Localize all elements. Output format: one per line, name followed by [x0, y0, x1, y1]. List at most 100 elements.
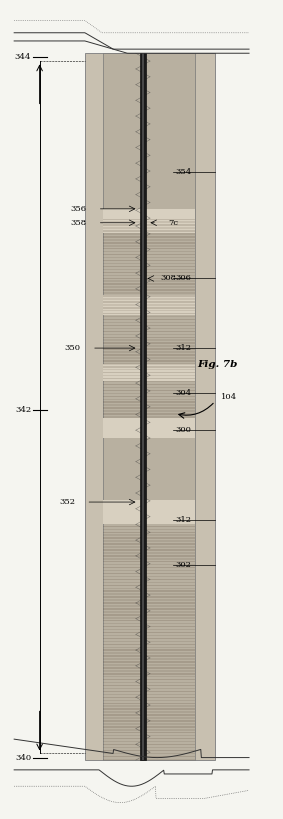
Bar	[103, 346, 195, 347]
Text: 342: 342	[15, 405, 31, 414]
Text: 352: 352	[59, 498, 75, 506]
Bar	[103, 272, 195, 273]
Bar	[103, 310, 195, 311]
Bar	[103, 378, 195, 379]
Bar	[103, 228, 195, 229]
Bar	[103, 418, 195, 438]
Text: 302: 302	[175, 561, 191, 569]
Bar	[103, 325, 195, 326]
Bar	[103, 697, 195, 698]
Bar	[103, 570, 195, 572]
Bar	[103, 712, 195, 713]
Bar	[103, 602, 195, 604]
Bar	[103, 685, 195, 686]
Bar	[103, 676, 195, 677]
Bar	[103, 348, 195, 350]
Bar	[103, 738, 195, 740]
Bar	[103, 699, 195, 701]
Bar	[103, 316, 195, 317]
Bar	[103, 224, 195, 226]
Bar	[103, 283, 195, 285]
Bar	[103, 576, 195, 577]
Bar	[103, 744, 195, 745]
Bar	[103, 714, 195, 716]
Bar	[103, 726, 195, 727]
Bar	[103, 363, 195, 364]
Bar	[103, 233, 195, 235]
Bar	[103, 564, 195, 565]
Bar	[103, 230, 195, 232]
Bar	[103, 629, 195, 631]
Text: 306: 306	[175, 274, 191, 283]
Bar	[103, 631, 195, 633]
Bar	[103, 617, 195, 618]
Bar	[103, 546, 195, 548]
Bar	[103, 328, 195, 329]
Bar	[103, 747, 195, 749]
Bar	[103, 219, 195, 220]
Bar	[103, 732, 195, 734]
Bar	[103, 263, 195, 265]
Bar	[103, 251, 195, 252]
Bar	[103, 735, 195, 736]
Bar	[103, 703, 195, 704]
Bar	[103, 416, 195, 418]
Text: 104: 104	[221, 393, 237, 401]
Bar	[103, 396, 195, 397]
Text: 308: 308	[160, 274, 176, 283]
Bar	[103, 605, 195, 607]
Bar	[103, 649, 195, 651]
Bar	[103, 322, 195, 324]
Bar	[103, 741, 195, 742]
Bar	[103, 357, 195, 359]
Bar	[103, 581, 195, 583]
Bar	[103, 658, 195, 660]
Bar	[103, 720, 195, 722]
Bar	[103, 280, 195, 282]
Bar	[103, 758, 195, 760]
Bar	[103, 638, 195, 639]
Text: 358: 358	[70, 219, 86, 227]
Bar	[103, 260, 195, 261]
Bar	[103, 528, 195, 530]
Bar	[103, 269, 195, 270]
Bar	[103, 381, 195, 382]
Bar	[103, 667, 195, 668]
Bar	[103, 552, 195, 554]
Bar	[103, 611, 195, 613]
Bar	[103, 295, 195, 315]
Bar	[103, 690, 195, 692]
Bar	[103, 274, 195, 276]
Bar	[103, 399, 195, 400]
Bar	[103, 384, 195, 385]
Bar	[103, 369, 195, 370]
Bar	[103, 555, 195, 557]
Text: 304: 304	[175, 389, 192, 397]
Bar	[103, 558, 195, 559]
Bar	[103, 756, 195, 757]
Bar	[103, 600, 195, 601]
Bar	[103, 749, 195, 751]
Bar	[103, 301, 195, 302]
Bar	[103, 655, 195, 657]
Bar	[103, 635, 195, 636]
Text: 312: 312	[175, 516, 192, 524]
Bar	[103, 526, 195, 527]
Bar	[103, 640, 195, 642]
Bar	[103, 360, 195, 362]
Bar	[103, 572, 195, 574]
Bar	[103, 623, 195, 624]
Bar	[103, 405, 195, 406]
Bar	[103, 364, 195, 381]
Bar	[103, 644, 195, 645]
Bar	[103, 340, 195, 341]
Bar	[103, 351, 195, 353]
Bar	[103, 390, 195, 391]
Bar	[103, 410, 195, 412]
Bar	[103, 532, 195, 533]
Bar	[103, 298, 195, 300]
Bar	[103, 587, 195, 589]
Bar	[103, 673, 195, 675]
Bar	[103, 372, 195, 373]
Bar	[103, 236, 195, 238]
